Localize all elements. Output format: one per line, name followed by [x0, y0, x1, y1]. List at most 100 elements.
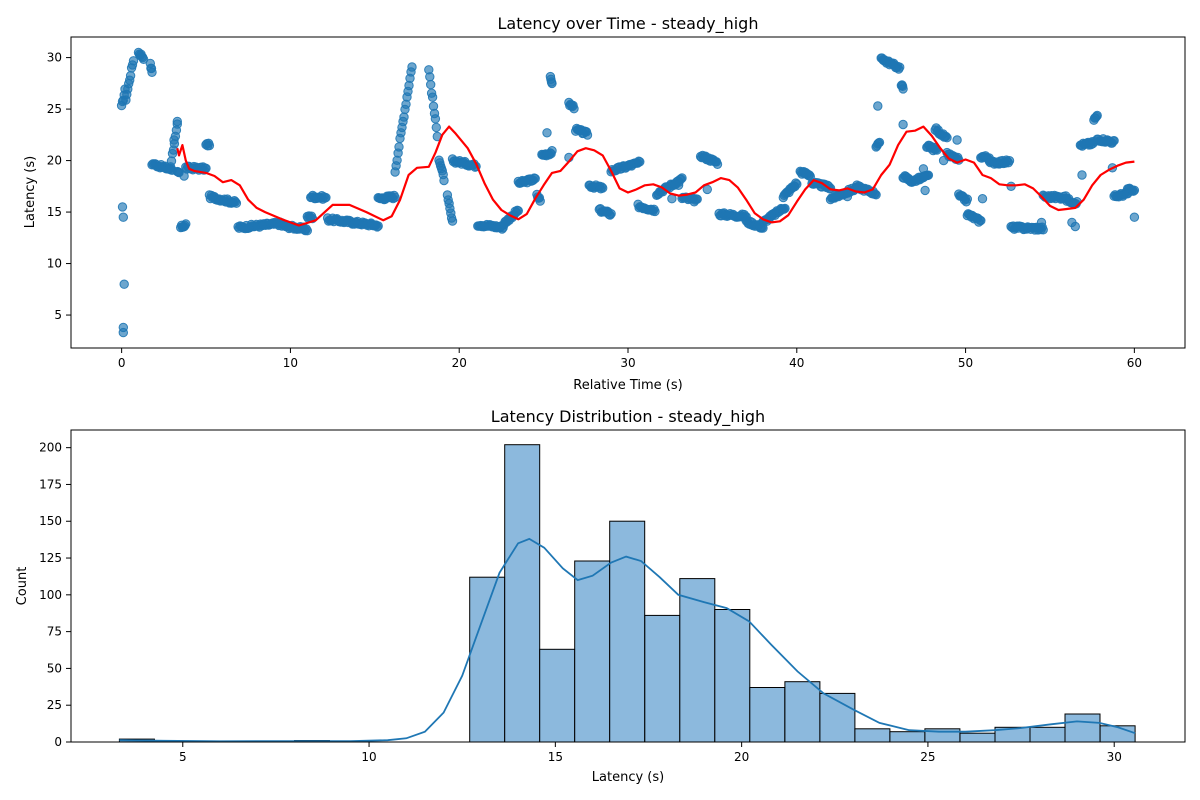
- scatter-point: [873, 101, 883, 111]
- scatter-point: [874, 137, 885, 148]
- scatter-point: [535, 196, 545, 206]
- x-tick-label: 20: [452, 356, 467, 370]
- x-ticks-distribution: 5 10 15 20 25 30: [179, 742, 1122, 764]
- scatter-point: [1077, 170, 1087, 180]
- scatter-point: [431, 122, 441, 133]
- scatter-point: [128, 56, 139, 66]
- scatter-point: [321, 192, 331, 203]
- chart-title-time: Latency over Time - steady_high: [498, 14, 759, 34]
- scatter-point: [942, 133, 952, 143]
- y-tick-label: 75: [47, 625, 62, 639]
- x-tick-label: 40: [789, 356, 804, 370]
- chart-title-distribution: Latency Distribution - steady_high: [491, 407, 765, 427]
- scatter-point: [582, 130, 593, 140]
- x-tick-label: 60: [1127, 356, 1142, 370]
- histogram-bar: [714, 609, 751, 743]
- scatter-point: [606, 209, 616, 219]
- scatter-point: [1109, 136, 1119, 146]
- scatter-point: [692, 194, 702, 204]
- scatter-point: [871, 190, 881, 200]
- y-tick-label: 5: [54, 308, 62, 322]
- x-ticks-time: 0 10 20 30 40 50 60: [118, 348, 1142, 370]
- histogram-bar: [784, 681, 821, 743]
- scatter-point: [439, 175, 449, 186]
- x-tick-label: 5: [179, 750, 187, 764]
- histogram-bar: [749, 687, 786, 743]
- x-tick-label: 30: [1107, 750, 1122, 764]
- scatter-point: [635, 157, 645, 167]
- scatter-points: [116, 47, 1140, 338]
- scatter-point: [231, 198, 242, 208]
- scatter-point: [976, 215, 986, 226]
- latency-over-time-panel: Latency over Time - steady_high 0 10 20 30 4…: [23, 14, 1186, 393]
- kde-line-group: [119, 537, 1136, 743]
- histogram-bar: [504, 444, 541, 743]
- x-tick-label: 10: [361, 750, 376, 764]
- y-ticks-time: 5 10 15 20 25 30: [47, 51, 71, 322]
- y-ticks-distribution: 0 25 50 75 100 125 150 175 200: [39, 441, 71, 749]
- scatter-point: [1004, 156, 1015, 166]
- histogram-bar: [1099, 725, 1136, 743]
- scatter-point: [792, 179, 802, 189]
- histogram-bar: [609, 520, 646, 743]
- scatter-point: [426, 79, 436, 90]
- scatter-point: [172, 116, 183, 127]
- scatter-point: [650, 206, 660, 217]
- y-tick-label: 30: [47, 51, 62, 65]
- rolling-mean-line: [176, 125, 1135, 227]
- y-tick-label: 25: [47, 698, 62, 712]
- histogram-bar: [854, 728, 891, 743]
- x-axis-label-time: Relative Time (s): [573, 378, 682, 393]
- scatter-point: [895, 62, 905, 72]
- scatter-point: [920, 185, 930, 196]
- scatter-point: [673, 180, 684, 191]
- scatter-point: [407, 62, 417, 72]
- scatter-point: [427, 92, 438, 102]
- scatter-point: [547, 78, 557, 89]
- scatter-point: [702, 184, 712, 195]
- scatter-point: [547, 146, 557, 156]
- scatter-point: [430, 114, 441, 124]
- y-tick-label: 150: [39, 514, 62, 528]
- y-tick-label: 0: [54, 735, 62, 749]
- y-axis-label-time: Latency (s): [23, 156, 38, 228]
- scatter-point: [169, 135, 179, 145]
- x-axis-label-distribution: Latency (s): [592, 770, 664, 785]
- y-tick-label: 175: [39, 477, 62, 491]
- y-tick-label: 10: [47, 257, 62, 271]
- x-tick-label: 15: [548, 750, 563, 764]
- scatter-point: [390, 192, 400, 203]
- x-tick-label: 20: [734, 750, 749, 764]
- y-tick-label: 125: [39, 551, 62, 565]
- histogram-bar: [574, 560, 611, 743]
- scatter-point: [513, 206, 523, 216]
- scatter-point: [542, 128, 552, 138]
- scatter-point: [118, 327, 129, 338]
- histogram-bar: [959, 732, 996, 743]
- histogram-bar: [539, 648, 576, 743]
- scatter-point: [1129, 185, 1140, 196]
- scatter-point: [1036, 217, 1047, 228]
- scatter-point: [425, 72, 435, 82]
- scatter-point: [842, 191, 853, 202]
- y-tick-label: 50: [47, 661, 62, 675]
- scatter-point: [712, 159, 723, 170]
- scatter-point: [373, 221, 383, 231]
- histogram-bar: [644, 614, 681, 743]
- scatter-point: [125, 71, 136, 81]
- histogram-bar: [1029, 726, 1066, 743]
- scatter-point: [394, 142, 404, 152]
- scatter-point: [530, 173, 540, 184]
- scatter-point: [923, 170, 934, 180]
- scatter-point: [399, 112, 409, 122]
- scatter-point: [302, 226, 312, 236]
- histogram-bar: [889, 731, 926, 743]
- scatter-point: [147, 67, 157, 78]
- x-tick-label: 0: [118, 356, 126, 370]
- y-tick-label: 15: [47, 205, 62, 219]
- rolling-mean-line-group: [176, 125, 1135, 227]
- scatter-point: [598, 183, 608, 193]
- x-tick-label: 25: [920, 750, 935, 764]
- y-tick-label: 20: [47, 154, 62, 168]
